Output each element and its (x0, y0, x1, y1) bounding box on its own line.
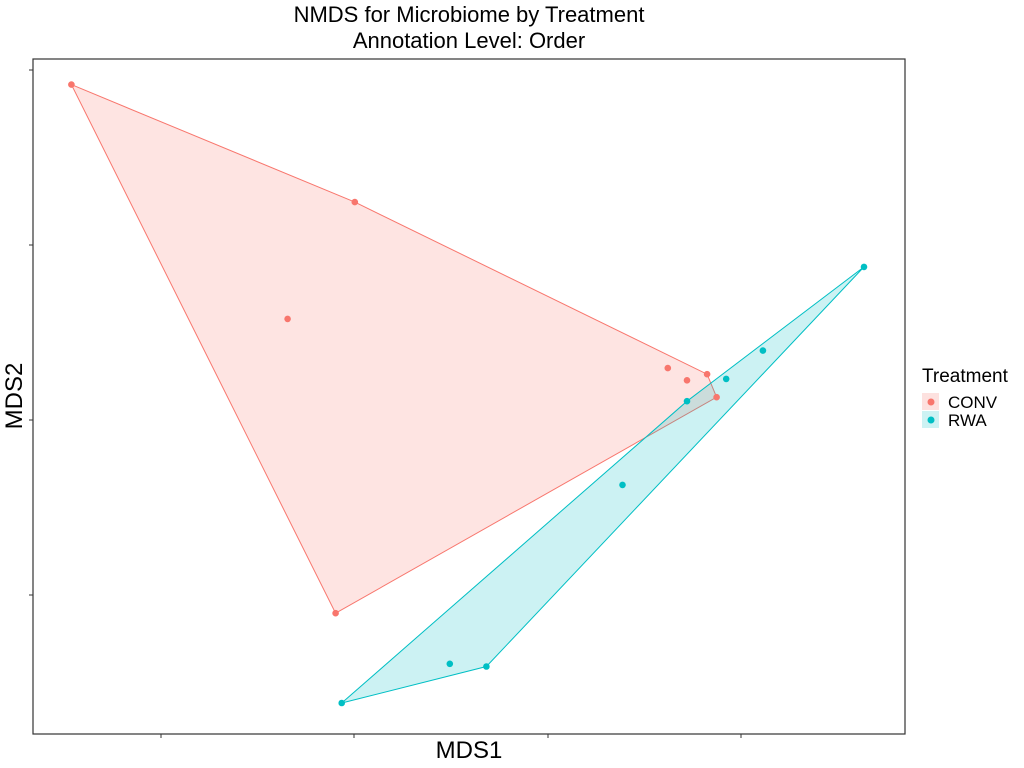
point-conv-3 (284, 315, 291, 323)
legend-marker-conv (927, 398, 935, 406)
chart-title-line-1: NMDS for Microbiome by Treatment (294, 2, 645, 27)
plot-panel-border (32, 58, 906, 735)
legend-label-rwa: RWA (948, 411, 987, 430)
legend: Treatment CONV RWA (922, 366, 1009, 430)
point-conv-5 (683, 377, 691, 384)
legend-label-conv: CONV (948, 393, 998, 412)
point-conv-4 (664, 364, 672, 372)
point-rwa-1 (860, 263, 868, 271)
axis-ticks (29, 69, 742, 738)
point-conv-2 (351, 198, 359, 206)
point-rwa-8 (338, 699, 346, 707)
hull-layer (70, 83, 865, 704)
y-axis-title: MDS2 (1, 363, 28, 430)
point-rwa-2 (759, 347, 767, 354)
point-rwa-3 (722, 375, 730, 383)
point-rwa-4 (683, 397, 691, 405)
point-rwa-6 (483, 663, 490, 670)
point-conv-1 (68, 81, 75, 88)
legend-title: Treatment (922, 366, 1009, 387)
x-axis-title: MDS1 (436, 737, 503, 764)
point-rwa-5 (619, 481, 626, 489)
point-rwa-7 (446, 660, 454, 668)
point-conv-7 (713, 393, 720, 401)
chart-title-line-2: Annotation Level: Order (353, 28, 585, 53)
hull-conv (70, 83, 718, 614)
point-conv-6 (703, 370, 711, 378)
legend-marker-rwa (927, 416, 935, 424)
title-group: NMDS for Microbiome by Treatment Annotat… (294, 2, 645, 53)
points-layer (68, 81, 868, 707)
point-conv-8 (332, 609, 339, 617)
